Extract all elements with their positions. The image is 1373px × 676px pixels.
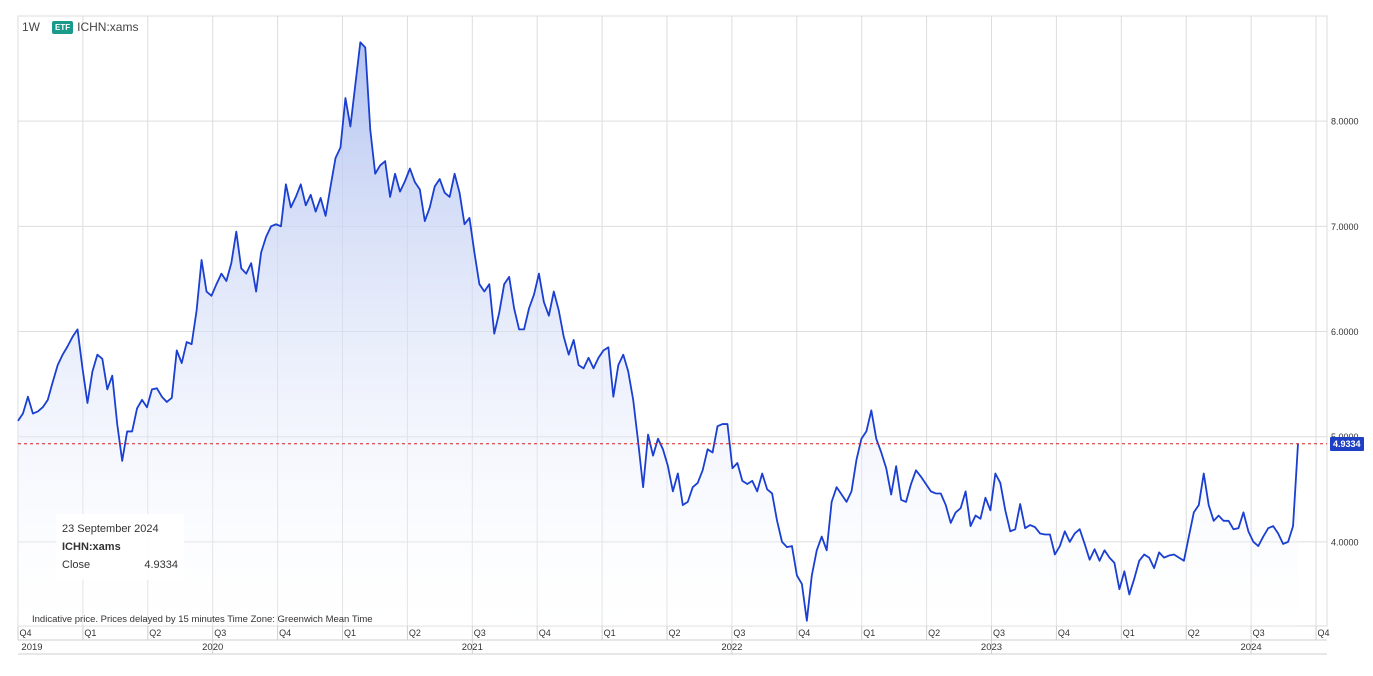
x-tick-year-label: 2024 (1241, 642, 1262, 653)
tooltip-date: 23 September 2024 (62, 523, 159, 535)
x-tick-quarter-label: Q2 (149, 628, 161, 638)
x-tick-quarter-label: Q3 (733, 628, 745, 638)
x-tick-year-label: 2023 (981, 642, 1002, 653)
last-price-badge: 4.9334 (1330, 436, 1364, 451)
data-tooltip: 23 September 2024 ICHN:xams Close 4.9334 (56, 514, 184, 580)
x-tick-quarter-label: Q2 (409, 628, 421, 638)
tooltip-symbol: ICHN:xams (62, 541, 121, 553)
x-tick-quarter-label: Q3 (993, 628, 1005, 638)
tooltip-close-row: Close 4.9334 (62, 556, 178, 574)
x-tick-year-label: 2019 (21, 642, 42, 653)
x-tick-quarter-label: Q1 (84, 628, 96, 638)
price-line (17, 41, 1299, 622)
delay-note: Indicative price. Prices delayed by 15 m… (32, 614, 373, 625)
x-tick-quarter-label: Q1 (1123, 628, 1135, 638)
x-tick-quarter-label: Q1 (604, 628, 616, 638)
symbol-name: ICHN:xams (77, 20, 139, 34)
x-tick-quarter-label: Q2 (669, 628, 681, 638)
x-tick-quarter-label: Q4 (1058, 628, 1070, 638)
y-tick-label: 6.0000 (1331, 327, 1359, 337)
x-tick-quarter-label: Q3 (214, 628, 226, 638)
x-tick-quarter-label: Q4 (1318, 628, 1330, 638)
x-tick-quarter-label: Q4 (279, 628, 291, 638)
x-tick-quarter-label: Q3 (474, 628, 486, 638)
price-area-fill (18, 42, 1298, 627)
x-tick-quarter-label: Q4 (20, 628, 32, 638)
symbol-label: ETF ICHN:xams (52, 20, 138, 34)
x-tick-year-label: 2021 (462, 642, 483, 653)
chart-header: 1W ETF ICHN:xams (22, 20, 138, 34)
x-tick-quarter-label: Q3 (1253, 628, 1265, 638)
x-tick-quarter-label: Q2 (1188, 628, 1200, 638)
tooltip-close-value: 4.9334 (144, 559, 178, 571)
y-tick-label: 8.0000 (1331, 117, 1359, 127)
x-tick-quarter-label: Q4 (798, 628, 810, 638)
etf-badge: ETF (52, 20, 74, 34)
x-tick-quarter-label: Q4 (539, 628, 551, 638)
x-tick-year-label: 2020 (202, 642, 223, 653)
y-tick-label: 7.0000 (1331, 222, 1359, 232)
tooltip-close-label: Close (62, 559, 91, 571)
x-tick-quarter-label: Q2 (928, 628, 940, 638)
y-tick-label: 4.0000 (1331, 537, 1359, 547)
x-tick-year-label: 2022 (721, 642, 742, 653)
price-area (18, 42, 1298, 627)
x-tick-quarter-label: Q1 (863, 628, 875, 638)
x-axis-ticks: Q4 Q1 Q2 Q3 Q4 Q1 Q2 Q3 Q4 Q1 Q2 Q3 Q4 Q1 Q2 Q3 Q4 Q1 Q2 Q3… (17, 626, 1330, 655)
interval-selector[interactable]: 1W (22, 20, 40, 34)
price-series-line (17, 41, 1299, 622)
x-tick-quarter-label: Q1 (344, 628, 356, 638)
